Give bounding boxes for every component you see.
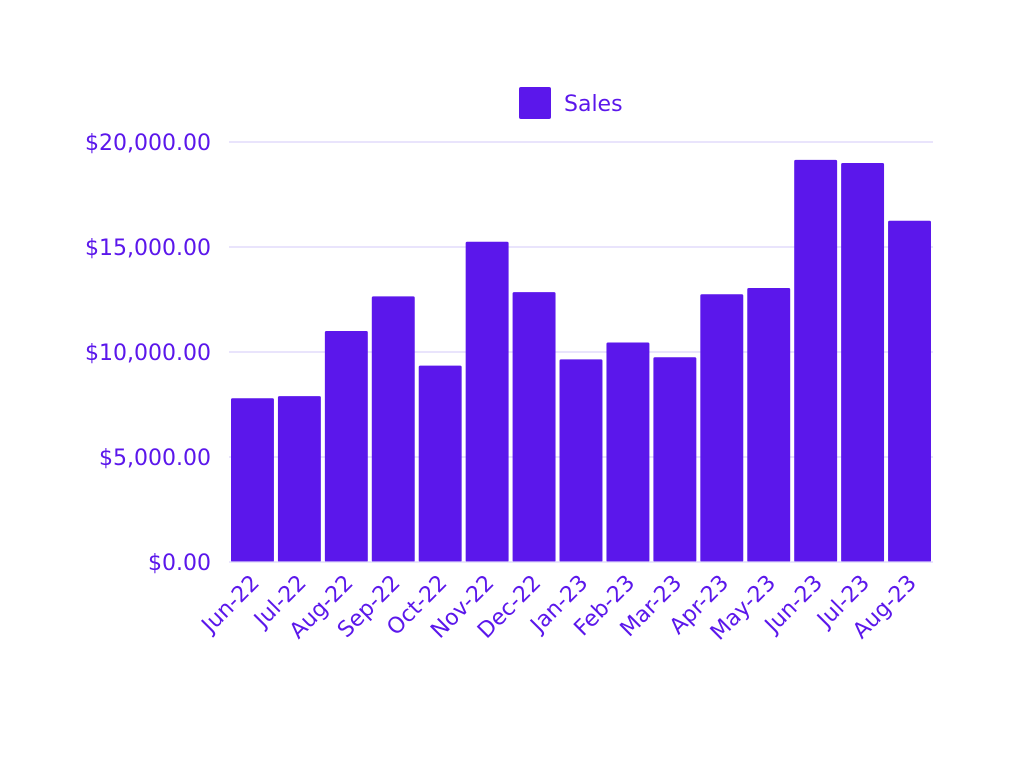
bar-aug-22 <box>324 331 368 562</box>
legend-label-sales: Sales <box>564 92 623 117</box>
bar-oct-22 <box>418 365 462 562</box>
bar-jan-23 <box>559 359 603 562</box>
bar-dec-22 <box>512 292 556 562</box>
bar-jul-22 <box>277 396 321 562</box>
bar-sep-22 <box>371 296 415 562</box>
y-tick-label: $15,000.00 <box>85 236 211 261</box>
bar-jul-23 <box>841 163 885 562</box>
legend: Sales <box>519 87 623 119</box>
y-tick-label: $0.00 <box>148 551 211 576</box>
bars <box>231 159 931 562</box>
x-tick-labels: Jun-22Jul-22Aug-22Sep-22Oct-22Nov-22Dec-… <box>196 571 922 646</box>
y-tick-labels: $0.00 $5,000.00 $10,000.00 $15,000.00 $20,00… <box>85 131 211 576</box>
y-tick-label: $5,000.00 <box>99 446 211 471</box>
bar-nov-22 <box>465 241 509 562</box>
bar-apr-23 <box>700 294 744 562</box>
bar-may-23 <box>747 287 791 562</box>
bar-jun-23 <box>794 159 838 562</box>
legend-swatch <box>519 87 551 119</box>
bar-mar-23 <box>653 357 697 562</box>
y-tick-label: $10,000.00 <box>85 341 211 366</box>
x-tick-label: Jun-22 <box>196 571 265 640</box>
bar-aug-23 <box>888 220 931 562</box>
y-tick-label: $20,000.00 <box>85 131 211 156</box>
bar-feb-23 <box>606 342 650 562</box>
bar-jun-22 <box>231 398 274 562</box>
